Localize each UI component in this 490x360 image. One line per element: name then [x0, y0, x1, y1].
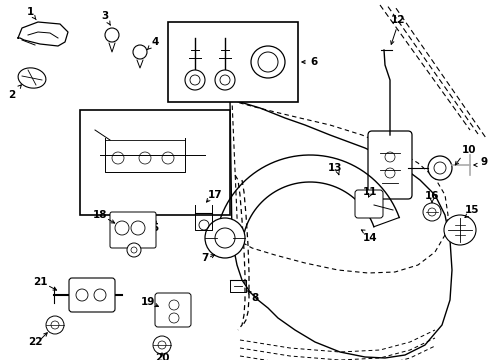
Text: 16: 16	[425, 191, 439, 201]
Circle shape	[127, 243, 141, 257]
FancyBboxPatch shape	[80, 110, 230, 215]
Circle shape	[153, 336, 171, 354]
Text: 7: 7	[201, 253, 209, 263]
Text: 13: 13	[328, 163, 342, 173]
Text: 5: 5	[151, 223, 159, 233]
FancyBboxPatch shape	[168, 22, 298, 102]
Ellipse shape	[251, 46, 285, 78]
Text: 17: 17	[208, 190, 222, 200]
Text: 20: 20	[155, 353, 169, 360]
Text: 12: 12	[391, 15, 405, 25]
Text: 18: 18	[93, 210, 107, 220]
Text: 11: 11	[363, 187, 377, 197]
FancyBboxPatch shape	[69, 278, 115, 312]
Text: 22: 22	[28, 337, 42, 347]
Text: 4: 4	[151, 37, 159, 47]
Circle shape	[105, 28, 119, 42]
FancyBboxPatch shape	[155, 293, 191, 327]
Text: 9: 9	[480, 157, 487, 167]
FancyBboxPatch shape	[355, 190, 383, 218]
Circle shape	[46, 316, 64, 334]
Text: 10: 10	[462, 145, 476, 155]
FancyBboxPatch shape	[110, 212, 156, 248]
Circle shape	[133, 45, 147, 59]
Circle shape	[205, 218, 245, 258]
Text: 15: 15	[465, 205, 479, 215]
Text: 21: 21	[33, 277, 47, 287]
Circle shape	[185, 70, 205, 90]
Circle shape	[423, 203, 441, 221]
Text: 19: 19	[141, 297, 155, 307]
Ellipse shape	[444, 215, 476, 245]
Circle shape	[428, 156, 452, 180]
Text: 14: 14	[363, 233, 377, 243]
Text: 3: 3	[101, 11, 109, 21]
Text: 1: 1	[26, 7, 34, 17]
Ellipse shape	[18, 68, 46, 88]
Text: 8: 8	[251, 293, 259, 303]
Text: 6: 6	[310, 57, 317, 67]
Ellipse shape	[258, 52, 278, 72]
Text: 2: 2	[8, 90, 16, 100]
FancyBboxPatch shape	[368, 131, 412, 199]
Circle shape	[215, 70, 235, 90]
